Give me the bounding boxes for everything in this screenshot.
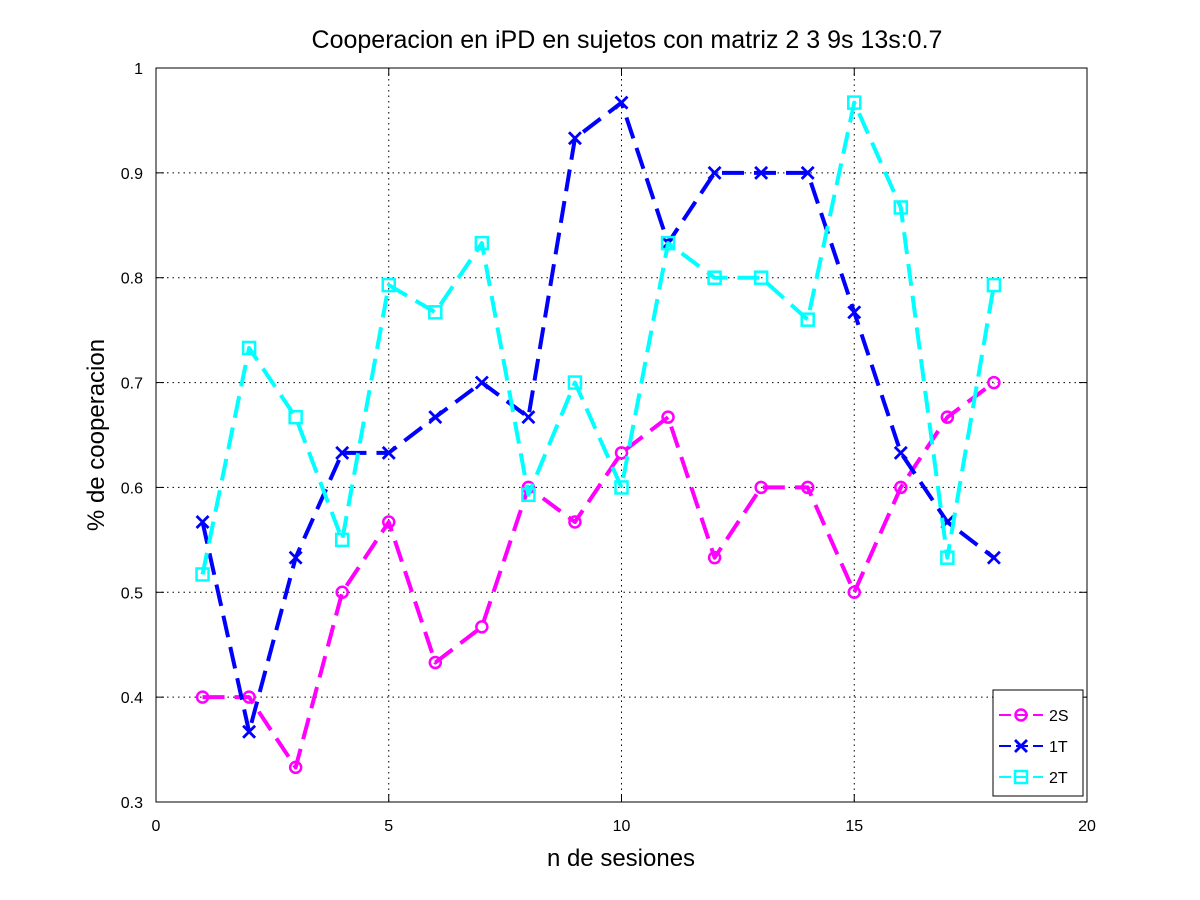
data-point	[894, 480, 908, 495]
series-line	[200, 100, 996, 575]
chart-title: Cooperacion en iPD en sujetos con matriz…	[312, 26, 943, 54]
data-point	[614, 446, 629, 460]
data-point	[800, 480, 815, 495]
legend-label: 2S	[1049, 708, 1069, 725]
data-point	[893, 445, 908, 460]
y-axis-label: % de cooperacion	[83, 339, 110, 531]
data-point	[800, 165, 815, 180]
data-point	[660, 235, 676, 251]
data-point	[428, 410, 443, 425]
x-tick-label: 5	[384, 818, 393, 835]
data-point	[428, 305, 443, 320]
data-point	[940, 410, 955, 424]
data-point	[381, 445, 396, 460]
series-line	[202, 380, 996, 770]
data-point	[195, 690, 210, 704]
series-2S	[195, 375, 1001, 775]
x-tick-label: 15	[845, 818, 863, 835]
series-layer	[195, 95, 1002, 775]
y-tick-label: 0.3	[121, 795, 143, 812]
data-point	[242, 724, 257, 739]
data-point	[195, 567, 210, 582]
data-point	[707, 550, 722, 565]
legend-item-2S: 2S	[999, 708, 1069, 725]
y-tick-label: 0.6	[121, 480, 143, 497]
series-line	[200, 100, 996, 734]
legend-box	[992, 689, 1084, 797]
data-point	[195, 515, 210, 530]
data-point	[847, 305, 862, 320]
data-point	[381, 277, 396, 293]
grid-lines	[156, 68, 1087, 802]
axis-ticks: 0 5 10 15 20 0.3 0.4 0.5 0.6 0.7 0.8 0.9 1	[121, 61, 1096, 835]
data-point	[753, 270, 769, 285]
legend-marker	[1013, 769, 1029, 785]
data-point	[614, 95, 629, 110]
data-point	[474, 375, 489, 390]
data-point	[335, 585, 349, 600]
data-point	[334, 532, 350, 548]
series-2T	[195, 95, 1002, 582]
y-tick-label: 0.9	[121, 166, 143, 183]
data-point	[382, 515, 396, 529]
legend-marker	[1014, 739, 1028, 753]
y-tick-label: 0.8	[121, 271, 143, 288]
x-axis-label: n de sesiones	[547, 845, 695, 872]
x-tick-label: 10	[613, 818, 631, 835]
data-point	[521, 410, 536, 425]
y-tick-label: 0.5	[121, 585, 143, 602]
data-point	[847, 585, 861, 600]
data-point	[893, 200, 909, 215]
data-point	[987, 375, 1001, 390]
legend-label: 1T	[1049, 739, 1068, 756]
data-point	[800, 312, 815, 327]
data-point	[986, 277, 1002, 293]
data-point	[754, 480, 768, 495]
legend-item-2T: 2T	[999, 769, 1068, 787]
data-point	[288, 550, 303, 565]
y-tick-label: 1	[134, 61, 143, 78]
y-tick-label: 0.7	[121, 376, 143, 393]
data-point	[707, 270, 722, 285]
data-point	[521, 487, 536, 503]
y-tick-label: 0.4	[121, 690, 143, 707]
data-point	[242, 690, 256, 704]
x-tick-label: 0	[152, 818, 161, 835]
data-point	[288, 760, 303, 775]
data-point	[475, 620, 489, 634]
legend-label: 2T	[1049, 770, 1068, 787]
data-point	[707, 165, 722, 180]
data-point	[940, 550, 955, 565]
data-point	[288, 409, 303, 425]
data-point	[428, 655, 443, 670]
data-point	[567, 131, 582, 146]
data-point	[754, 165, 769, 180]
legend-item-1T: 1T	[999, 739, 1068, 756]
data-point	[847, 95, 862, 110]
legend-marker	[1014, 708, 1028, 722]
data-point	[986, 550, 1001, 565]
x-tick-label: 20	[1078, 818, 1096, 835]
legend: 2S 1T 2T	[992, 689, 1084, 797]
data-point	[661, 410, 675, 424]
data-point	[474, 235, 490, 251]
data-point	[568, 515, 582, 529]
data-point	[567, 375, 583, 390]
data-point	[614, 480, 629, 495]
data-point	[335, 445, 350, 460]
series-1T	[195, 95, 1001, 739]
data-point	[241, 340, 257, 356]
